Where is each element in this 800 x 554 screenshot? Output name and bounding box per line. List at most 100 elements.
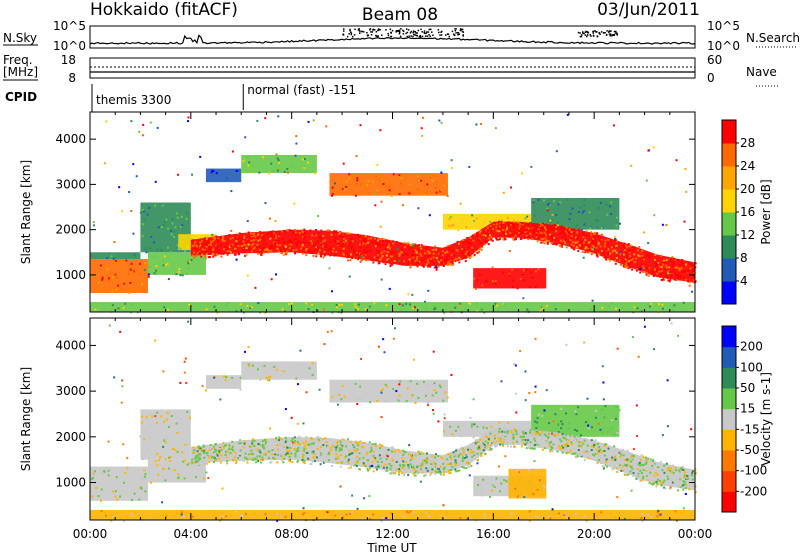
scatter-cell: [218, 251, 221, 254]
scatter-cell: [553, 229, 556, 232]
scatter-cell: [421, 247, 424, 250]
scatter-cell: [440, 456, 443, 459]
scatter-cell: [188, 260, 191, 263]
scatter-cell: [368, 495, 371, 498]
freq-panel: [89, 57, 696, 79]
scatter-cell: [375, 468, 378, 471]
scatter-cell: [165, 515, 168, 518]
scatter-cell: [433, 305, 436, 308]
scatter-cell: [354, 446, 357, 449]
scatter-cell: [670, 274, 673, 277]
scatter-cell: [534, 391, 537, 394]
scatter-cell: [263, 452, 266, 455]
scatter-cell: [578, 241, 581, 244]
scatter-cell: [682, 488, 685, 491]
scatter-cell: [212, 255, 215, 258]
scatter-cell: [280, 230, 283, 233]
scatter-cell: [179, 417, 182, 420]
scatter-cell: [490, 238, 493, 241]
scatter-cell: [468, 242, 471, 245]
scatter-cell: [376, 455, 379, 458]
scatter-cell: [655, 480, 658, 483]
scatter-cell: [373, 443, 376, 446]
scatter-cell: [323, 254, 326, 257]
scatter-cell: [498, 421, 501, 424]
scatter-cell: [364, 235, 367, 238]
scatter-cell: [111, 276, 114, 279]
scatter-cell: [586, 247, 589, 250]
scatter-cell: [371, 461, 374, 464]
scatter-cell: [497, 220, 500, 223]
scatter-cell: [567, 231, 570, 234]
scatter-cell: [639, 271, 642, 274]
scatter-cell: [409, 454, 412, 457]
scatter-cell: [503, 436, 506, 439]
scatter-cell: [371, 464, 374, 467]
scatter-cell: [647, 457, 650, 460]
scatter-cell: [196, 245, 199, 248]
scatter-cell: [681, 261, 684, 264]
scatter-cell: [559, 201, 562, 204]
scatter-cell: [559, 446, 562, 449]
scatter-cell: [573, 428, 576, 431]
scatter-cell: [311, 251, 314, 254]
scatter-cell: [691, 290, 694, 293]
scatter-cell: [255, 448, 258, 451]
scatter-cell: [613, 433, 616, 436]
scatter-cell: [156, 248, 159, 251]
scatter-cell: [624, 264, 627, 267]
scatter-cell: [570, 441, 573, 444]
scatter-cell: [362, 441, 365, 444]
scatter-cell: [171, 447, 174, 450]
scatter-cell: [442, 504, 445, 507]
scatter-cell: [328, 267, 331, 270]
scatter-cell: [465, 461, 468, 464]
scatter-cell: [149, 247, 152, 250]
scatter-cell: [378, 238, 381, 241]
nsearch-point: [457, 34, 459, 36]
scatter-cell: [434, 245, 437, 248]
scatter-cell: [212, 460, 215, 463]
scatter-cell: [244, 457, 247, 460]
scatter-cell: [640, 459, 643, 462]
scatter-cell: [420, 451, 423, 454]
scatter-cell: [518, 230, 521, 233]
scatter-cell: [667, 272, 670, 275]
scatter-cell: [384, 263, 387, 266]
scatter-cell: [284, 245, 287, 248]
scatter-cell: [383, 396, 386, 399]
scatter-cell: [615, 244, 618, 247]
scatter-cell: [268, 249, 271, 252]
scatter-cell: [274, 220, 277, 223]
scatter-cell: [534, 431, 537, 434]
scatter-cell: [452, 259, 455, 262]
scatter-cell: [669, 279, 672, 282]
scatter-cell: [260, 442, 263, 445]
scatter-cell: [277, 518, 280, 521]
scatter-cell: [449, 260, 452, 263]
scatter-cell: [546, 209, 549, 212]
scatter-cell: [322, 438, 325, 441]
scatter-cell: [665, 272, 668, 275]
scatter-cell: [533, 432, 536, 435]
scatter-cell: [516, 469, 519, 472]
scatter-cell: [349, 512, 352, 515]
scatter-cell: [432, 464, 435, 467]
scatter-cell: [208, 243, 211, 246]
scatter-cell: [620, 249, 623, 252]
scatter-cell: [435, 191, 438, 194]
scatter-cell: [360, 256, 363, 259]
scatter-cell: [347, 259, 350, 262]
scatter-cell: [599, 428, 602, 431]
nsearch-point: [615, 32, 617, 35]
scatter-cell: [483, 221, 486, 224]
y-tick-label: 4000: [55, 132, 86, 146]
scatter-cell: [534, 439, 537, 442]
scatter-cell: [689, 473, 692, 476]
scatter-cell: [450, 460, 453, 463]
scatter-cell: [528, 510, 531, 513]
scatter-cell: [565, 448, 568, 451]
scatter-cell: [444, 462, 447, 465]
scatter-cell: [97, 495, 100, 498]
scatter-cell: [387, 448, 390, 451]
